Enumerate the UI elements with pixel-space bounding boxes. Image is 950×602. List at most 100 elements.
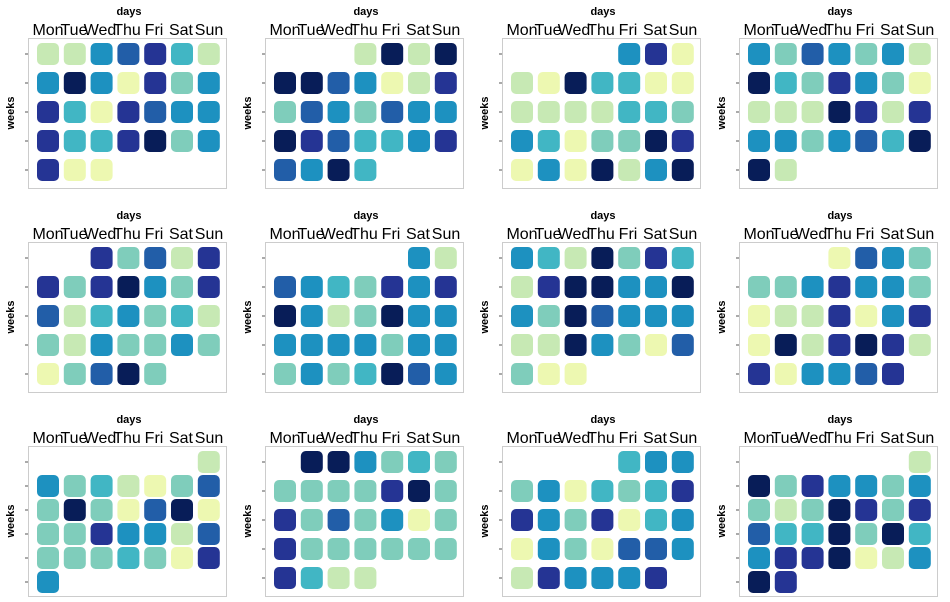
day-cell — [671, 43, 694, 65]
day-cell — [618, 159, 641, 181]
day-label-thu: Thu — [350, 430, 378, 447]
day-cell — [537, 334, 560, 356]
day-cell — [117, 475, 140, 497]
day-cell — [774, 571, 797, 593]
day-label-fri: Fri — [382, 226, 401, 243]
day-cell — [882, 101, 904, 123]
day-label-fri: Fri — [619, 226, 638, 243]
day-label-tue: Tue — [61, 226, 88, 243]
day-cell — [564, 334, 587, 356]
day-label-wed: Wed — [84, 430, 117, 447]
day-cell — [511, 567, 533, 589]
day-label-thu: Thu — [824, 430, 852, 447]
day-cell — [434, 334, 457, 356]
day-cell — [564, 363, 587, 385]
day-label-sun: Sun — [669, 226, 697, 243]
day-cell — [408, 101, 430, 123]
day-cell — [381, 305, 404, 327]
day-cell — [748, 499, 770, 521]
day-label-fri: Fri — [856, 22, 875, 39]
day-cell — [117, 276, 140, 298]
day-cell — [828, 305, 851, 327]
day-cell — [274, 363, 296, 385]
day-cell — [274, 305, 296, 327]
day-cell — [855, 43, 878, 65]
day-cell — [564, 247, 587, 269]
day-cell — [327, 538, 350, 560]
day-cell — [408, 451, 430, 473]
day-label-sat: Sat — [880, 226, 905, 243]
day-cell — [354, 451, 377, 473]
x-axis-label: days — [827, 414, 852, 426]
day-cell — [37, 523, 59, 545]
plot-frame — [502, 38, 701, 189]
day-label-thu: Thu — [824, 22, 852, 39]
day-cell — [564, 159, 587, 181]
day-label-fri: Fri — [619, 430, 638, 447]
day-label-fri: Fri — [856, 430, 875, 447]
day-cell — [591, 130, 614, 152]
day-cell — [908, 72, 931, 94]
plot-frame — [265, 446, 464, 597]
day-cell — [327, 101, 350, 123]
day-cell — [197, 499, 220, 521]
day-cell — [671, 538, 694, 560]
day-cell — [774, 101, 797, 123]
day-cell — [855, 276, 878, 298]
day-cell — [274, 509, 296, 531]
day-label-wed: Wed — [795, 430, 828, 447]
day-cell — [618, 43, 641, 65]
day-cell — [882, 43, 904, 65]
day-cell — [801, 130, 824, 152]
day-cell — [37, 159, 59, 181]
day-cell — [434, 130, 457, 152]
day-cell — [855, 499, 878, 521]
day-cell — [671, 159, 694, 181]
x-axis-label: days — [590, 414, 615, 426]
day-cell — [117, 363, 140, 385]
day-cell — [908, 334, 931, 356]
day-label-mon: Mon — [269, 22, 300, 39]
day-cell — [327, 451, 350, 473]
day-cell — [63, 72, 86, 94]
day-cell — [117, 43, 140, 65]
day-label-sun: Sun — [906, 430, 934, 447]
day-cell — [645, 538, 667, 560]
day-cell — [117, 334, 140, 356]
day-cell — [197, 101, 220, 123]
day-label-mon: Mon — [269, 226, 300, 243]
day-cell — [37, 571, 59, 593]
day-label-tue: Tue — [535, 226, 562, 243]
day-label-sat: Sat — [169, 22, 194, 39]
day-cell — [801, 305, 824, 327]
day-cell — [171, 276, 193, 298]
x-axis-label: days — [353, 6, 378, 18]
y-axis-label: weeks — [5, 96, 17, 130]
day-cell — [117, 130, 140, 152]
day-cell — [327, 363, 350, 385]
day-label-sun: Sun — [195, 22, 223, 39]
day-cell — [90, 305, 113, 327]
day-cell — [511, 363, 533, 385]
day-cell — [828, 547, 851, 569]
day-cell — [300, 130, 323, 152]
day-cell — [537, 159, 560, 181]
day-cell — [274, 538, 296, 560]
day-cell — [63, 523, 86, 545]
day-cell — [197, 247, 220, 269]
day-cell — [63, 130, 86, 152]
day-cell — [327, 72, 350, 94]
day-label-thu: Thu — [350, 226, 378, 243]
day-cell — [908, 451, 931, 473]
day-cell — [300, 276, 323, 298]
day-cell — [300, 509, 323, 531]
day-cell — [300, 480, 323, 502]
day-cell — [511, 480, 533, 502]
x-axis-label: days — [827, 6, 852, 18]
day-cell — [908, 43, 931, 65]
day-cell — [748, 101, 770, 123]
day-cell — [434, 538, 457, 560]
